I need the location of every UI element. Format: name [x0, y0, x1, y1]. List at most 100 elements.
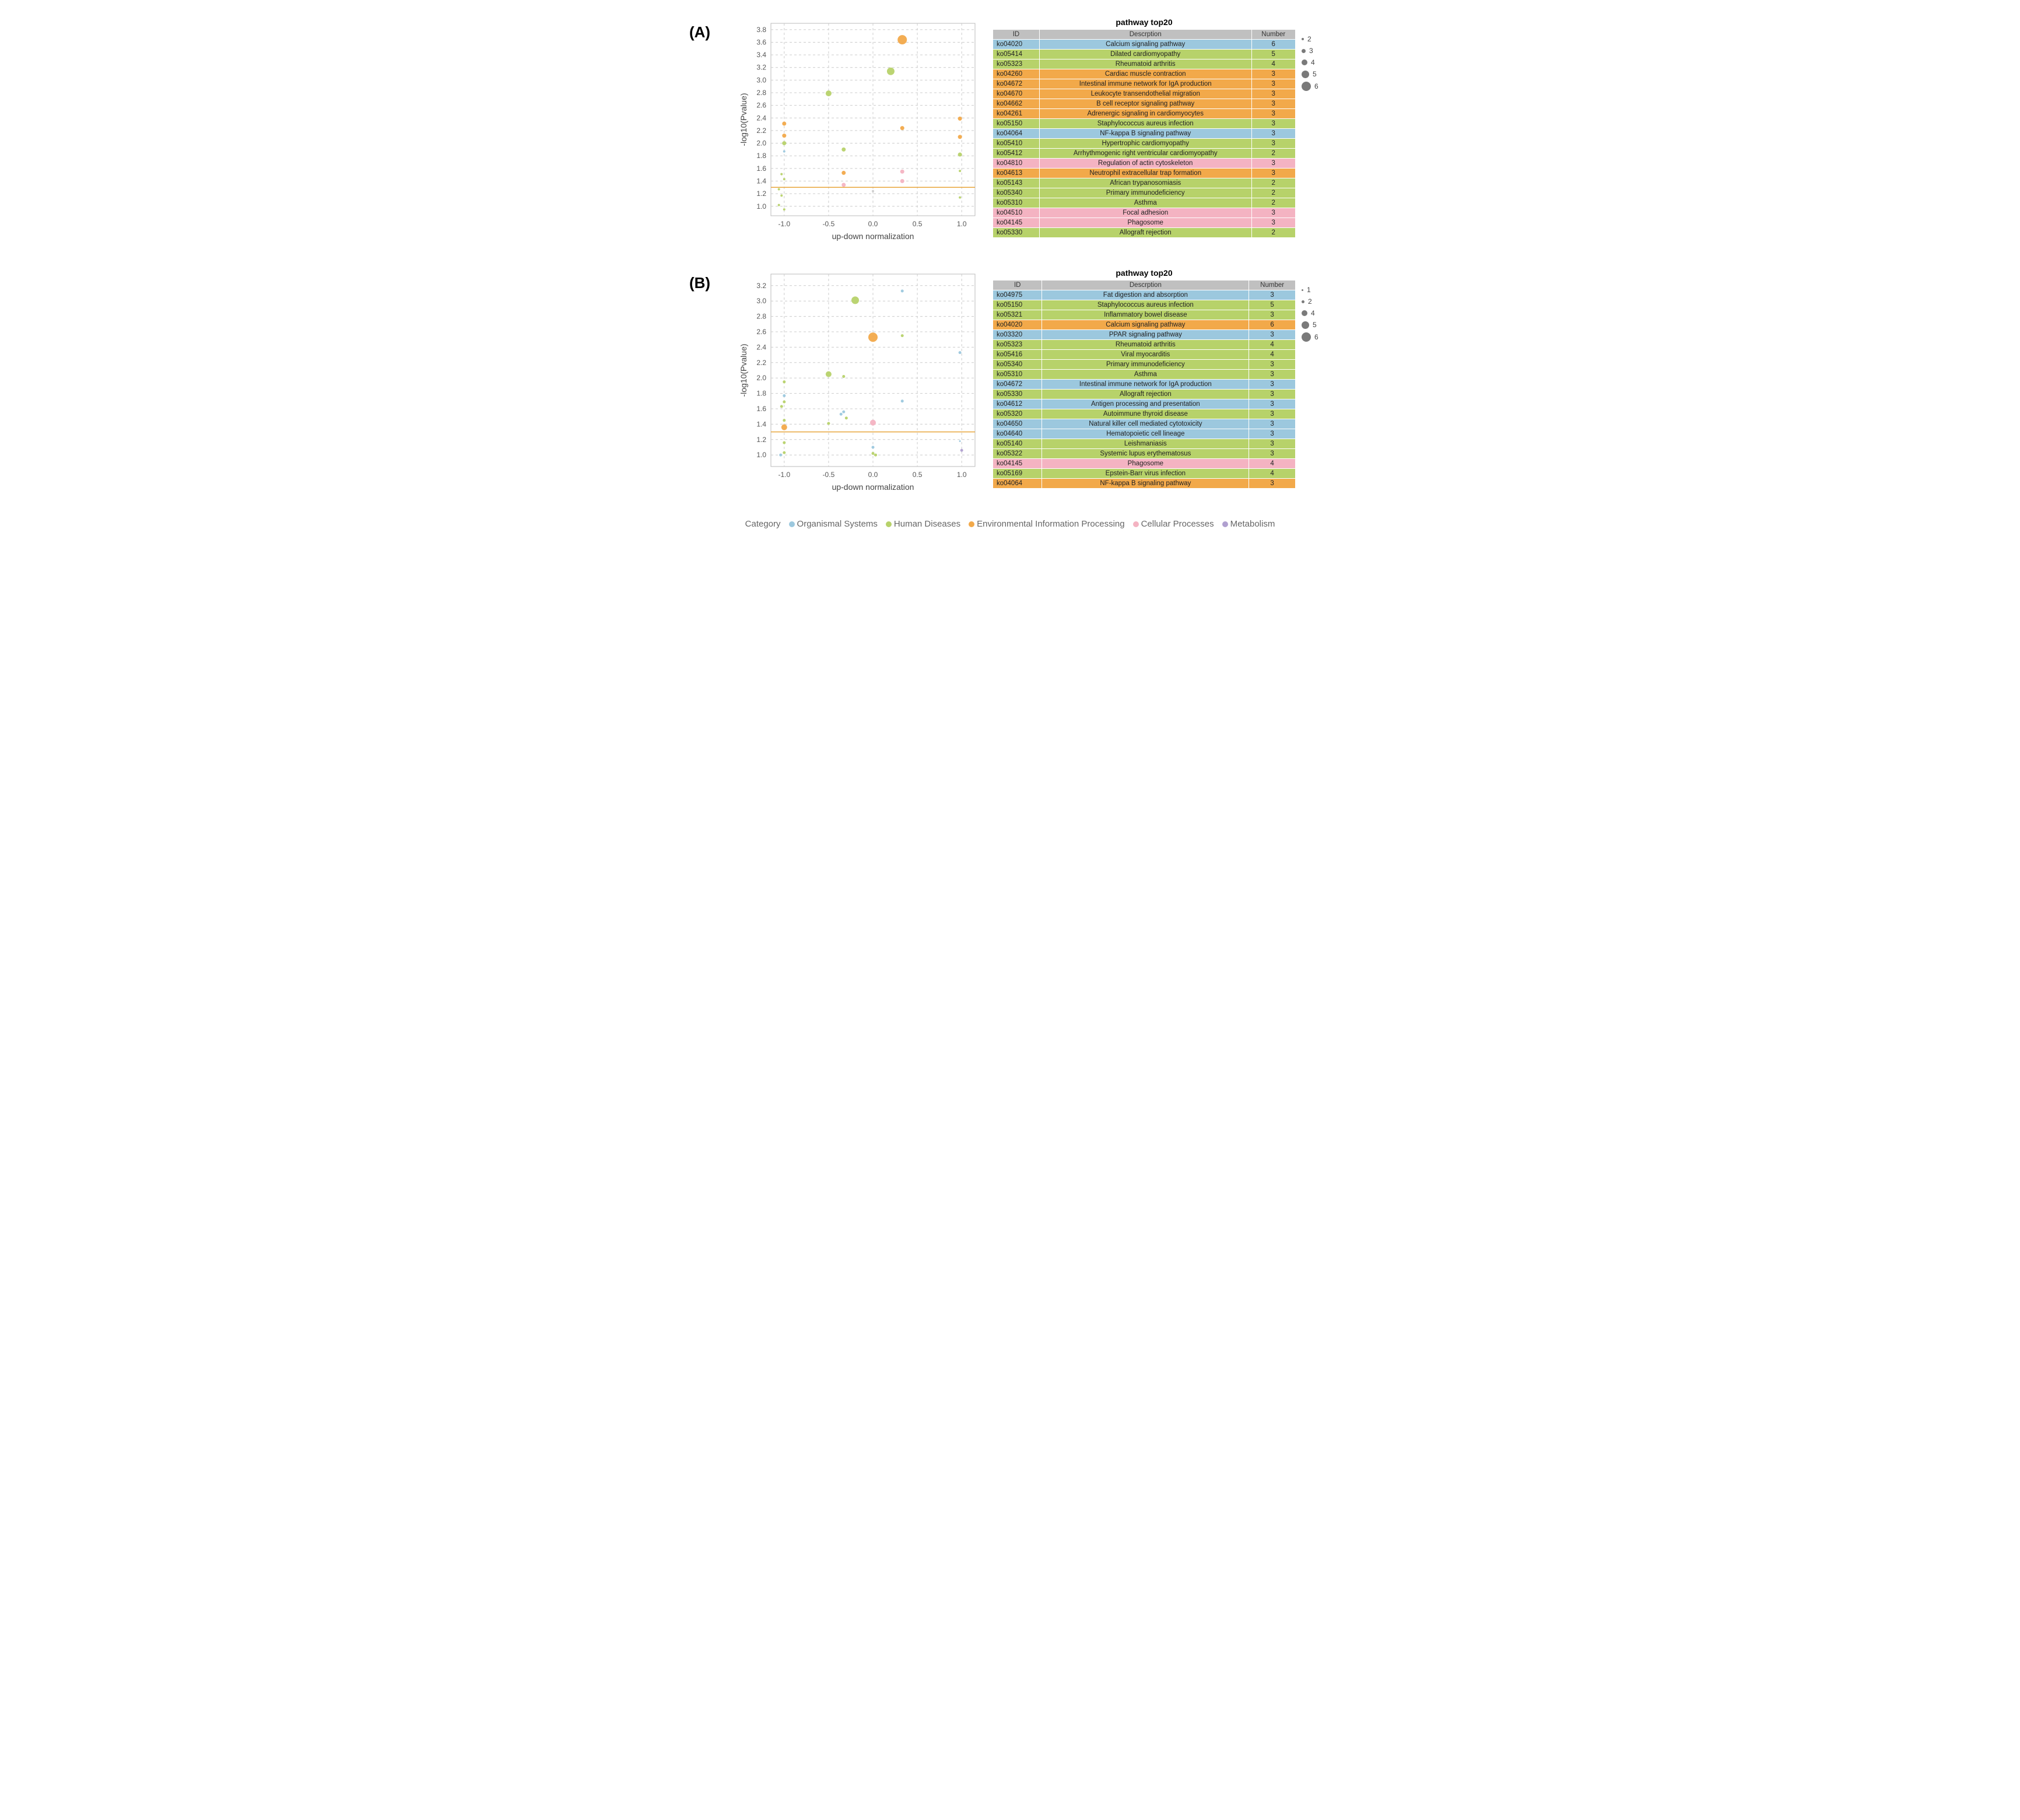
- size-dot-icon: [1302, 289, 1303, 291]
- cell-desc: Staphylococcus aureus infection: [1042, 300, 1249, 310]
- table-row: ko05320Autoimmune thyroid disease3: [993, 409, 1296, 419]
- cell-desc: Hematopoietic cell lineage: [1042, 429, 1249, 439]
- table-row: ko05310Asthma3: [993, 370, 1296, 380]
- svg-text:1.2: 1.2: [756, 436, 766, 444]
- cell-desc: Autoimmune thyroid disease: [1042, 409, 1249, 419]
- size-dot-icon: [1302, 300, 1304, 303]
- svg-text:1.4: 1.4: [756, 420, 766, 428]
- cell-desc: Intestinal immune network for IgA produc…: [1042, 380, 1249, 390]
- svg-text:0.5: 0.5: [913, 471, 923, 479]
- svg-text:1.0: 1.0: [756, 202, 766, 211]
- table-row: ko04662B cell receptor signaling pathway…: [993, 99, 1296, 109]
- category-name: Environmental Information Processing: [977, 519, 1124, 529]
- cell-desc: Dilated cardiomyopathy: [1039, 50, 1251, 59]
- table-row: ko05412Arrhythmogenic right ventricular …: [993, 149, 1296, 159]
- svg-text:1.8: 1.8: [756, 152, 766, 160]
- cell-id: ko04662: [993, 99, 1040, 109]
- cell-num: 3: [1249, 360, 1296, 370]
- table-row: ko05169Epstein-Barr virus infection4: [993, 469, 1296, 479]
- cell-id: ko05416: [993, 350, 1042, 360]
- table-row: ko05414Dilated cardiomyopathy5: [993, 50, 1296, 59]
- table-row: ko04510Focal adhesion3: [993, 208, 1296, 218]
- table-row: ko05150Staphylococcus aureus infection5: [993, 300, 1296, 310]
- cell-num: 3: [1251, 218, 1295, 228]
- table-row: ko04145Phagosome4: [993, 459, 1296, 469]
- size-dot-icon: [1302, 321, 1309, 329]
- size-legend-value: 5: [1313, 70, 1317, 78]
- pathway-table-wrapper: pathway top20IDDescrptionNumberko04975Fa…: [993, 268, 1296, 489]
- cell-desc: Viral myocarditis: [1042, 350, 1249, 360]
- size-dot-icon: [1302, 38, 1304, 40]
- size-legend: 12456: [1302, 268, 1331, 489]
- table-row: ko05416Viral myocarditis4: [993, 350, 1296, 360]
- cell-id: ko05323: [993, 59, 1040, 69]
- cell-id: ko05323: [993, 340, 1042, 350]
- table-row: ko05340Primary immunodeficiency2: [993, 188, 1296, 198]
- cell-num: 4: [1251, 59, 1295, 69]
- cell-id: ko04064: [993, 479, 1042, 489]
- cell-id: ko04650: [993, 419, 1042, 429]
- svg-text:0.5: 0.5: [913, 220, 923, 228]
- category-name: Human Diseases: [894, 519, 960, 529]
- cell-id: ko05150: [993, 119, 1040, 129]
- cell-num: 4: [1249, 350, 1296, 360]
- cell-num: 4: [1249, 469, 1296, 479]
- category-name: Cellular Processes: [1141, 519, 1214, 529]
- svg-text:-0.5: -0.5: [823, 471, 835, 479]
- svg-text:1.0: 1.0: [957, 220, 967, 228]
- svg-text:2.4: 2.4: [756, 114, 766, 122]
- cell-desc: African trypanosomiasis: [1039, 178, 1251, 188]
- table-row: ko04672Intestinal immune network for IgA…: [993, 380, 1296, 390]
- table-row: ko04612Antigen processing and presentati…: [993, 399, 1296, 409]
- table-row: ko04975Fat digestion and absorption3: [993, 290, 1296, 300]
- cell-num: 3: [1249, 390, 1296, 399]
- pathway-table: IDDescrptionNumberko04020Calcium signali…: [993, 29, 1296, 238]
- category-legend-label: Category: [745, 519, 781, 529]
- cell-num: 3: [1251, 79, 1295, 89]
- table-header: Descrption: [1042, 280, 1249, 290]
- size-legend-value: 5: [1313, 321, 1317, 329]
- cell-id: ko04145: [993, 218, 1040, 228]
- svg-text:2.2: 2.2: [756, 359, 766, 367]
- table-header: ID: [993, 280, 1042, 290]
- cell-desc: Inflammatory bowel disease: [1042, 310, 1249, 320]
- cell-num: 3: [1249, 370, 1296, 380]
- table-row: ko04810Regulation of actin cytoskeleton3: [993, 159, 1296, 169]
- size-legend-value: 3: [1309, 47, 1313, 55]
- cell-num: 3: [1249, 330, 1296, 340]
- svg-text:up-down normalization: up-down normalization: [832, 232, 914, 241]
- cell-desc: Calcium signaling pathway: [1039, 40, 1251, 50]
- cell-id: ko05414: [993, 50, 1040, 59]
- cell-num: 5: [1249, 300, 1296, 310]
- svg-text:2.6: 2.6: [756, 101, 766, 110]
- table-row: ko05330Allograft rejection3: [993, 390, 1296, 399]
- size-dot-icon: [1302, 49, 1306, 53]
- cell-id: ko04612: [993, 399, 1042, 409]
- cell-desc: Arrhythmogenic right ventricular cardiom…: [1039, 149, 1251, 159]
- cell-id: ko04672: [993, 79, 1040, 89]
- category-legend-item: Human Diseases: [886, 519, 960, 529]
- table-header: Descrption: [1039, 30, 1251, 40]
- cell-desc: Natural killer cell mediated cytotoxicit…: [1042, 419, 1249, 429]
- size-dot-icon: [1302, 310, 1307, 316]
- size-legend-value: 1: [1307, 286, 1311, 294]
- cell-id: ko04672: [993, 380, 1042, 390]
- size-legend-value: 6: [1314, 82, 1318, 90]
- category-name: Metabolism: [1230, 519, 1275, 529]
- table-header: Number: [1249, 280, 1296, 290]
- size-legend: 23456: [1302, 17, 1331, 238]
- panel: (A)-1.0-0.50.00.51.01.01.21.41.61.82.02.…: [689, 17, 1331, 245]
- cell-desc: PPAR signaling pathway: [1042, 330, 1249, 340]
- cell-num: 3: [1251, 109, 1295, 119]
- cell-desc: Allograft rejection: [1039, 228, 1251, 238]
- panel-label: (A): [689, 17, 724, 41]
- size-dot-icon: [1302, 332, 1311, 342]
- cell-num: 3: [1251, 208, 1295, 218]
- table-row: ko05140Leishmaniasis3: [993, 439, 1296, 449]
- cell-desc: NF-kappa B signaling pathway: [1042, 479, 1249, 489]
- size-legend-item: 4: [1302, 58, 1331, 66]
- cell-id: ko05143: [993, 178, 1040, 188]
- cell-num: 3: [1251, 129, 1295, 139]
- cell-id: ko05410: [993, 139, 1040, 149]
- cell-num: 2: [1251, 149, 1295, 159]
